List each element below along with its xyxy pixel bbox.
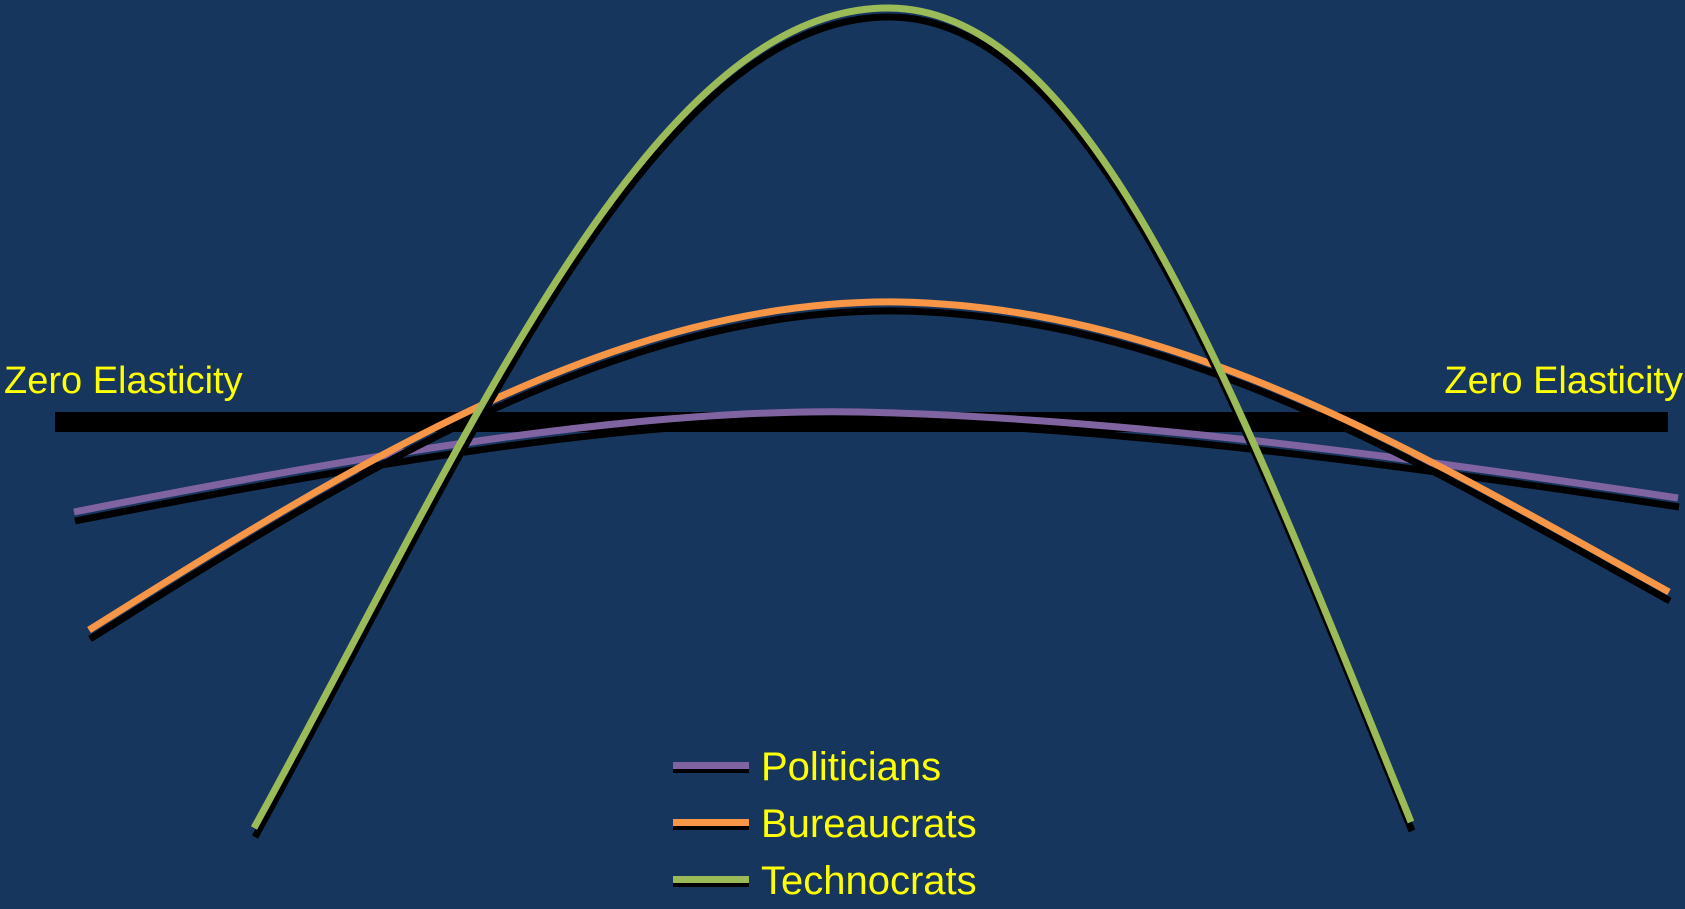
legend-item-technocrats: Technocrats [673, 852, 977, 909]
legend-label-politicians: Politicians [761, 744, 942, 789]
legend-item-politicians: Politicians [673, 738, 977, 795]
bureaucrats-curve [87, 298, 1672, 642]
zero-elasticity-label-left: Zero Elasticity [4, 360, 243, 402]
zero-elasticity-label-right: Zero Elasticity [1444, 360, 1683, 402]
legend: Politicians Bureaucrats Technocrats [673, 738, 977, 909]
technocrats-curve [250, 4, 1416, 839]
legend-label-technocrats: Technocrats [761, 858, 977, 903]
legend-label-bureaucrats: Bureaucrats [761, 801, 977, 846]
legend-swatch-bureaucrats [673, 816, 749, 832]
legend-swatch-politicians [673, 759, 749, 775]
legend-item-bureaucrats: Bureaucrats [673, 795, 977, 852]
legend-swatch-technocrats [673, 873, 749, 889]
